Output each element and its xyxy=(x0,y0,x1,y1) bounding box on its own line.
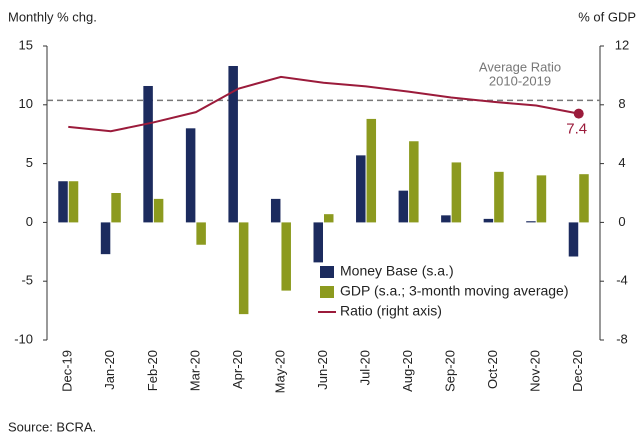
y-tick-label: -10 xyxy=(14,331,33,346)
reference-label: Average Ratio xyxy=(479,59,561,74)
bar xyxy=(366,118,377,223)
x-tick-label: Jun-20 xyxy=(315,350,330,390)
bar xyxy=(568,222,579,257)
legend-swatch xyxy=(320,266,334,278)
y2-tick-label: -4 xyxy=(616,273,628,288)
bar xyxy=(313,222,323,263)
bar xyxy=(409,141,419,223)
y-tick-label: 10 xyxy=(19,96,33,111)
x-tick-label: Mar-20 xyxy=(187,350,202,391)
bar xyxy=(58,181,68,223)
bar xyxy=(494,171,504,223)
bar xyxy=(536,175,547,223)
y2-tick-label: 8 xyxy=(618,96,625,111)
y-axis-label: Monthly % chg. xyxy=(8,9,97,24)
bar xyxy=(185,128,196,223)
bar xyxy=(100,222,111,255)
x-tick-label: Sep-20 xyxy=(443,350,458,392)
value-label: 7.4 xyxy=(566,121,587,138)
y2-axis-label: % of GDP xyxy=(578,9,636,24)
bar xyxy=(111,193,121,223)
x-tick-label: Nov-20 xyxy=(528,350,543,392)
y-tick-label: 15 xyxy=(19,37,33,52)
bar xyxy=(68,181,79,223)
bar xyxy=(579,174,589,223)
legend-label: Ratio (right axis) xyxy=(340,303,442,319)
y2-tick-label: 0 xyxy=(618,214,625,229)
x-tick-label: Feb-20 xyxy=(145,350,160,391)
source: Source: BCRA. xyxy=(8,419,96,434)
bar xyxy=(143,85,153,223)
legend-label: Money Base (s.a.) xyxy=(340,263,454,279)
bar xyxy=(441,215,451,223)
bar xyxy=(153,198,164,223)
x-tick-label: Jan-20 xyxy=(102,350,117,390)
bar xyxy=(356,155,366,223)
y2-tick-label: -8 xyxy=(616,331,628,346)
x-tick-label: Aug-20 xyxy=(400,350,415,392)
x-tick-label: Dec-20 xyxy=(570,350,585,392)
bar xyxy=(526,221,536,223)
bar xyxy=(196,222,206,245)
bar xyxy=(483,218,494,223)
bar xyxy=(398,190,409,223)
y2-tick-label: 4 xyxy=(618,155,625,170)
end-marker xyxy=(573,108,584,119)
bar xyxy=(270,198,281,223)
y-tick-label: 0 xyxy=(26,214,33,229)
y2-tick-label: 12 xyxy=(615,37,629,52)
ratio-line xyxy=(68,75,579,133)
x-tick-label: May-20 xyxy=(272,350,287,393)
x-tick-label: Apr-20 xyxy=(230,350,245,389)
bar xyxy=(451,162,462,223)
bar xyxy=(281,222,291,291)
x-tick-label: Dec-19 xyxy=(60,350,75,392)
y-tick-label: 5 xyxy=(26,155,33,170)
x-tick-label: Oct-20 xyxy=(485,350,500,389)
bar xyxy=(324,214,334,223)
reference-label: 2010-2019 xyxy=(489,73,551,88)
legend-swatch xyxy=(320,286,334,298)
legend-label: GDP (s.a.; 3-month moving average) xyxy=(340,283,569,299)
bar xyxy=(238,222,249,315)
x-tick-label: Jul-20 xyxy=(357,350,372,385)
bar xyxy=(228,65,238,223)
y-tick-label: -5 xyxy=(21,273,33,288)
